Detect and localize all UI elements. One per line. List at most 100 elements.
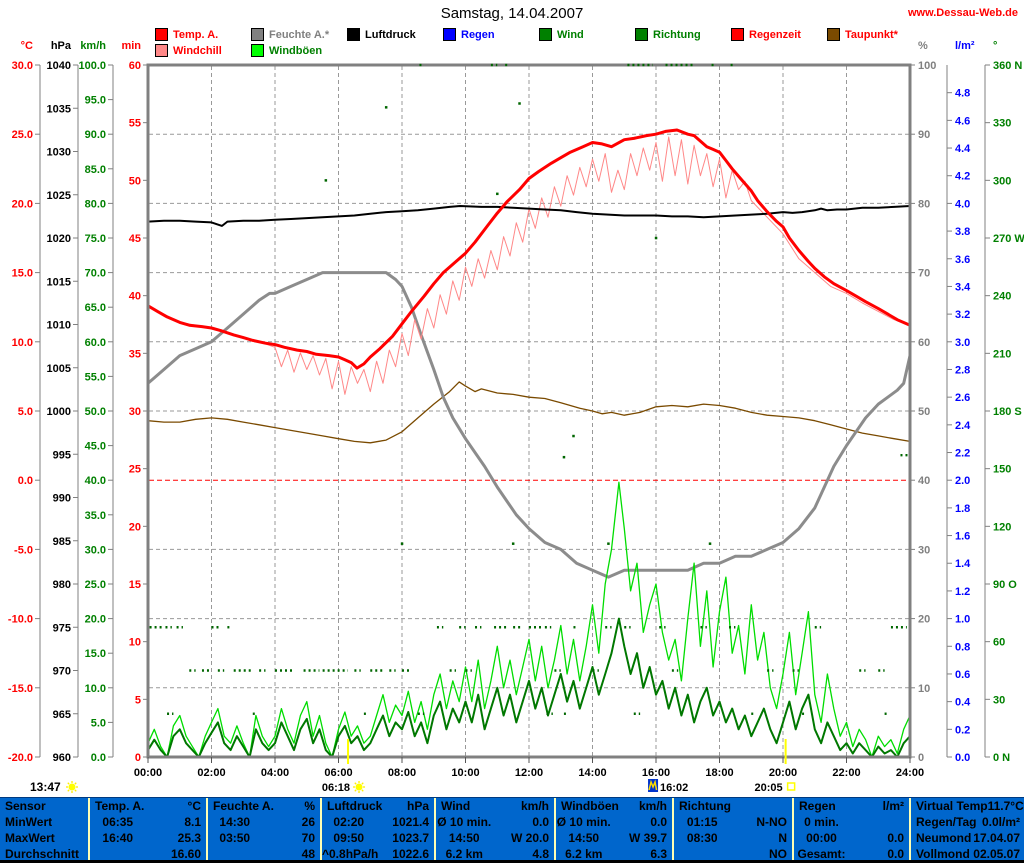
axis-label-temp: 20.0 (12, 198, 33, 210)
axis-label-hpa: 1040 (47, 60, 71, 72)
direction-dot (708, 542, 712, 545)
axis-label-lm2: 1.8 (955, 503, 970, 515)
axis-label-deg: 60 (993, 637, 1005, 649)
info-label: Regen/Tag (916, 815, 977, 829)
table-row: MinWert (0, 814, 88, 830)
axis-label-pct: 50 (918, 406, 930, 418)
table-row: MaxWert (0, 830, 88, 846)
table-row: 6.2 km 6.3 (556, 846, 672, 862)
axis-label-kmh: 50.0 (85, 406, 106, 418)
website-link[interactable]: www.Dessau-Web.de (907, 7, 1018, 19)
legend-item-pressure: Luftdruck (347, 28, 416, 41)
legend-item-raintime: Regenzeit (731, 28, 801, 41)
series-gusts (147, 481, 911, 758)
sunset-icon (786, 782, 796, 791)
info-column: Virtual Temp 11.7°C Regen/Tag 0.0l/m² Neumon… (909, 798, 1024, 861)
axis-label-lm2: 1.4 (955, 558, 971, 570)
axis-label-lm2: 0.0 (955, 752, 970, 764)
axis-label-lm2: 4.8 (955, 88, 970, 100)
column-header-name: Wind (441, 799, 471, 813)
axis-label-lm2: 2.4 (955, 420, 971, 432)
axis-label-deg: 0 N (993, 752, 1010, 764)
row-label: Durchschnitt (5, 847, 80, 861)
axis-label-lm2: 4.6 (955, 115, 970, 127)
legend-item-direction: Richtung (635, 28, 701, 41)
summary-table: Sensor MinWert MaxWert Durchschnitt Temp. A.… (0, 797, 1024, 863)
table-row: 08:30 N (674, 830, 792, 846)
axis-label-min: 15 (129, 579, 141, 591)
axis-label-pct: 100 (918, 60, 936, 72)
axis-label-min: 20 (129, 521, 141, 533)
axis-label-kmh: 20.0 (85, 614, 106, 626)
axis-label-kmh: 85.0 (85, 164, 106, 176)
axis-label-lm2: 1.0 (955, 614, 970, 626)
axis-label-min: 30 (129, 406, 141, 418)
axis-label-temp: 10.0 (12, 337, 33, 349)
axis-label-min: 25 (129, 464, 141, 476)
x-tick-label: 02:00 (197, 767, 225, 779)
cell-time: 00:00 (806, 831, 837, 845)
cell-time (90, 846, 146, 862)
axis-label-temp: 5.0 (18, 406, 33, 418)
info-value: 11.7°C (987, 799, 1024, 813)
x-tick-label: 20:00 (769, 767, 797, 779)
column-header-name: Temp. A. (95, 799, 145, 813)
axis-label-min: 50 (129, 175, 141, 187)
axis-label-deg: 270 W (993, 233, 1024, 245)
info-value: 0.0l/m² (981, 815, 1020, 829)
cell-value: 8.1 (184, 815, 201, 829)
cell-value: 26 (301, 815, 315, 829)
axis-label-kmh: 5.0 (91, 717, 106, 729)
axis-label-lm2: 2.2 (955, 448, 970, 460)
row-label: Sensor (5, 799, 46, 813)
table-row: Ø 10 min. 0.0 (436, 814, 554, 830)
table-row: 01:15 N-NO (674, 814, 792, 830)
column-header-name: Regen (799, 799, 836, 813)
x-tick-label: 04:00 (261, 767, 289, 779)
legend-swatch-direction (635, 28, 648, 41)
current-time-sun-icon (66, 781, 78, 793)
cell-time: 6.2 km (445, 847, 483, 861)
table-row: Richtung (674, 798, 792, 814)
axis-label-deg: 240 (993, 291, 1011, 303)
axis-label-deg: 30 (993, 694, 1005, 706)
axis-label-temp: 15.0 (12, 268, 33, 280)
legend-label-temp: Temp. A. (173, 28, 219, 41)
axis-label-deg: 360 N (993, 60, 1022, 72)
column-header-unit: hPa (406, 799, 429, 813)
column-windb-en: Windböen km/h Ø 10 min. 0.0 14:50 W 39.7 6.2 k… (554, 798, 672, 862)
direction-dot (511, 542, 515, 545)
axis-label-pct: 60 (918, 337, 930, 349)
series-temp (147, 128, 911, 370)
legend-swatch-humidity (251, 28, 264, 41)
axis-label-hpa: 1005 (47, 363, 71, 375)
axis-header-deg: ° (993, 40, 997, 52)
table-row: 03:50 70 (208, 830, 320, 846)
table-row: 6.2 km 4.8 (436, 846, 554, 862)
cell-time: 08:30 (686, 831, 718, 845)
info-label: Vollmond (916, 847, 970, 861)
series-dewpoint (147, 381, 911, 444)
axis-label-kmh: 60.0 (85, 337, 106, 349)
legend-swatch-dewpoint (827, 28, 840, 41)
cell-time: 02:20 (333, 815, 365, 829)
cell-time: Gesamt: (797, 847, 846, 861)
axis-label-lm2: 0.4 (955, 697, 971, 709)
cell-value: 25.3 (177, 831, 201, 845)
axis-label-hpa: 1000 (47, 406, 71, 418)
legend-swatch-temp (155, 28, 168, 41)
legend-label-windchill: Windchill (173, 44, 222, 57)
cell-value (849, 814, 909, 830)
axis-label-hpa: 1035 (47, 103, 71, 115)
legend-item-dewpoint: Taupunkt* (827, 28, 898, 41)
axis-label-temp: -20.0 (8, 752, 33, 764)
axis-label-lm2: 3.0 (955, 337, 970, 349)
legend-label-dewpoint: Taupunkt* (845, 28, 898, 41)
moon-phase-icon (648, 779, 659, 792)
legend-label-gusts: Windböen (269, 44, 323, 57)
axis-label-temp: 25.0 (12, 129, 33, 141)
table-row: Regen/Tag 0.0l/m² (911, 814, 1024, 830)
axis-label-kmh: 75.0 (85, 233, 106, 245)
series-wind (147, 617, 911, 758)
